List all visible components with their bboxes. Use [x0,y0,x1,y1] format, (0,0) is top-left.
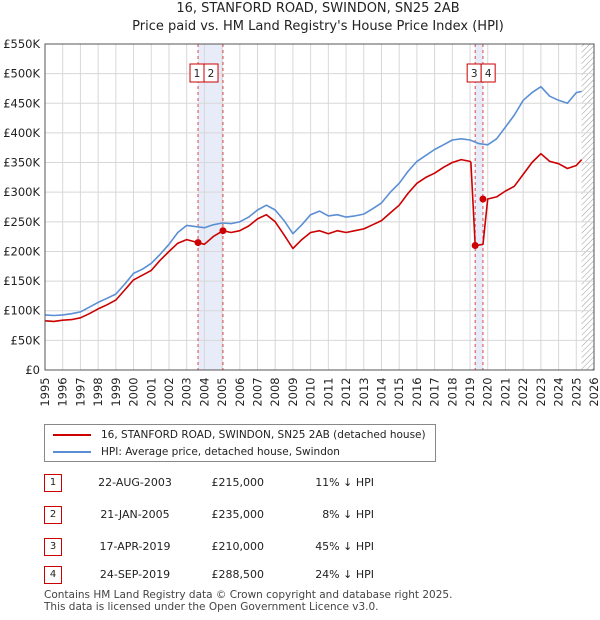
chart-subtitle: Price paid vs. HM Land Registry's House … [132,19,504,34]
table-row: 2 21-JAN-2005 £235,000 8% ↓ HPI [44,506,584,526]
x-tick-label: 2025 [569,377,583,406]
plot-frame [44,43,595,371]
sale-date: 22-AUG-2003 [98,476,172,489]
x-tick-label: 1997 [73,377,87,406]
sale-hpi-diff: 8% ↓ HPI [322,508,374,521]
x-tick-label: 1996 [56,377,70,406]
y-tick-label: £100K [3,304,40,318]
sale-hpi-diff: 45% ↓ HPI [315,540,374,553]
sale-hpi-diff: 11% ↓ HPI [315,476,374,489]
sale-label-number: 4 [485,68,492,80]
sale-number-badge: 3 [44,538,62,556]
legend-label-property: 16, STANFORD ROAD, SWINDON, SN25 2AB (de… [101,429,426,441]
sale-period-shade [198,44,223,370]
series-line [44,85,582,317]
x-tick-label: 2020 [481,377,495,406]
x-tick-label: 2006 [233,377,247,406]
sale-price: £288,500 [211,568,265,581]
plot-area: £0 £50K £100K £150K £200K £250K £300K £350K £400… [3,37,600,407]
sale-price: £215,000 [211,476,265,489]
x-tick-label: 2001 [144,377,158,406]
y-tick-label: £550K [3,37,40,51]
x-tick-label: 2009 [286,377,300,406]
x-tick-label: 2023 [534,377,548,406]
sale-hpi-diff: 24% ↓ HPI [315,568,374,581]
legend-label-hpi: HPI: Average price, detached house, Swin… [101,446,340,458]
x-tick-label: 2013 [357,377,371,406]
x-tick-label: 2002 [162,377,176,406]
y-tick-label: £150K [3,274,40,288]
y-tick-label: £300K [3,185,40,199]
legend-item-property: 16, STANFORD ROAD, SWINDON, SN25 2AB (de… [53,427,426,443]
x-tick-label: 2008 [268,377,282,406]
x-tick-label: 2010 [304,377,318,406]
sale-number-badge: 2 [44,506,62,524]
sale-label-box [480,63,496,83]
price-chart: 16, STANFORD ROAD, SWINDON, SN25 2AB Pri… [3,1,600,407]
series-line [44,152,583,323]
x-tick-label: 2014 [374,377,388,406]
x-tick-label: 2017 [428,377,442,406]
sale-label-box [203,63,219,83]
y-tick-label: £50K [11,333,41,347]
table-row: 4 24-SEP-2019 £288,500 24% ↓ HPI [44,566,584,586]
sale-point [479,195,487,203]
sale-date: 24-SEP-2019 [99,568,171,581]
sale-label-number: 2 [208,68,215,80]
sale-price: £210,000 [211,540,265,553]
sale-number-badge: 1 [44,474,62,492]
x-tick-label: 2004 [197,377,211,406]
sale-date: 21-JAN-2005 [100,508,170,521]
footer-notice: Contains HM Land Registry data © Crown c… [44,589,452,613]
sale-point [219,227,227,235]
x-tick-label: 2005 [215,377,229,406]
x-tick-label: 2012 [339,377,353,406]
sale-point [194,239,202,247]
sale-number-badge: 4 [44,566,62,584]
legend-swatch-hpi [53,451,91,453]
x-tick-label: 2016 [410,377,424,406]
table-row: 1 22-AUG-2003 £215,000 11% ↓ HPI [44,474,584,494]
footer-line-1: Contains HM Land Registry data © Crown c… [44,589,453,601]
legend-item-hpi: HPI: Average price, detached house, Swin… [53,444,340,460]
x-tick-label: 2018 [445,377,459,406]
x-tick-label: 2015 [392,377,406,406]
sale-label-number: 1 [194,68,201,80]
x-tick-label: 2021 [498,377,512,406]
legend: 16, STANFORD ROAD, SWINDON, SN25 2AB (de… [44,424,436,462]
sale-period-shade [475,44,483,370]
y-tick-label: £200K [3,244,40,258]
x-tick-label: 2007 [251,377,265,406]
sale-point [471,242,479,250]
x-tick-label: 2022 [516,377,530,406]
x-tick-label: 1995 [38,377,52,406]
y-tick-label: £450K [3,96,40,110]
legend-swatch-property [53,434,91,436]
x-tick-label: 2026 [587,377,600,406]
x-tick-label: 2024 [552,377,566,406]
x-tick-label: 1998 [91,377,105,406]
y-tick-label: £250K [3,215,40,229]
y-tick-label: £0 [25,363,40,377]
x-tick-label: 2000 [127,377,141,406]
table-row: 3 17-APR-2019 £210,000 45% ↓ HPI [44,538,584,558]
y-tick-label: £400K [3,126,40,140]
footer-line-2: This data is licensed under the Open Gov… [44,601,379,613]
x-tick-label: 1999 [109,377,123,406]
forecast-hatch [581,44,594,370]
sale-price: £235,000 [211,508,265,521]
y-tick-label: £350K [3,156,40,170]
sale-date: 17-APR-2019 [99,540,171,553]
x-tick-label: 2019 [463,377,477,406]
x-tick-label: 2011 [321,377,335,406]
chart-title: 16, STANFORD ROAD, SWINDON, SN25 2AB [176,1,459,16]
x-tick-label: 2003 [180,377,194,406]
sale-label-number: 3 [471,68,478,80]
plot-background [45,44,594,370]
y-tick-label: £500K [3,67,40,81]
